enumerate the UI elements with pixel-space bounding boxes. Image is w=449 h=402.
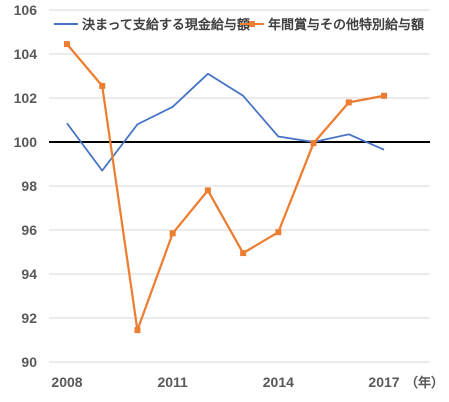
legend-item-1: 決まって支給する現金給与額 xyxy=(54,17,250,33)
data-point xyxy=(310,140,317,147)
x-unit-label: （年） xyxy=(405,375,444,391)
data-point xyxy=(99,82,106,89)
y-tick-label: 90 xyxy=(21,354,37,370)
series-line-2 xyxy=(66,43,385,332)
y-tick-label: 98 xyxy=(21,178,37,194)
data-point xyxy=(345,99,352,106)
legend-item-2: 年間賞与その他特別給与額 xyxy=(240,17,424,33)
data-point xyxy=(204,187,211,194)
data-point xyxy=(169,230,176,237)
legend-swatch-marker xyxy=(249,21,255,27)
legend: 決まって支給する現金給与額 年間賞与その他特別給与額 xyxy=(54,17,424,33)
series-line-1 xyxy=(66,72,385,172)
y-tick-label: 94 xyxy=(21,266,37,282)
x-tick-label: 2011 xyxy=(157,374,188,390)
data-point xyxy=(381,92,387,99)
y-tick-label: 100 xyxy=(14,134,38,150)
y-tick-label: 92 xyxy=(21,310,37,326)
series-1 xyxy=(66,72,385,172)
data-point xyxy=(240,250,247,257)
series-lines xyxy=(64,41,387,334)
gridlines xyxy=(49,9,430,363)
data-point xyxy=(134,327,141,334)
x-axis-tick-labels: 2008 2011 2014 2017 （年） xyxy=(51,374,444,391)
x-tick-label: 2014 xyxy=(263,374,294,390)
legend-label: 決まって支給する現金給与額 xyxy=(82,17,250,33)
x-tick-label: 2017 xyxy=(368,374,399,390)
legend-label: 年間賞与その他特別給与額 xyxy=(268,17,424,33)
y-tick-label: 106 xyxy=(14,2,38,18)
y-tick-label: 104 xyxy=(14,46,38,62)
y-tick-label: 102 xyxy=(14,90,38,106)
data-point xyxy=(64,41,70,48)
data-point xyxy=(275,229,282,236)
series-2 xyxy=(64,41,387,334)
y-axis-tick-labels: 90 92 94 96 98 100 102 104 106 xyxy=(14,2,38,370)
y-tick-label: 96 xyxy=(21,222,37,238)
x-tick-label: 2008 xyxy=(51,374,82,390)
